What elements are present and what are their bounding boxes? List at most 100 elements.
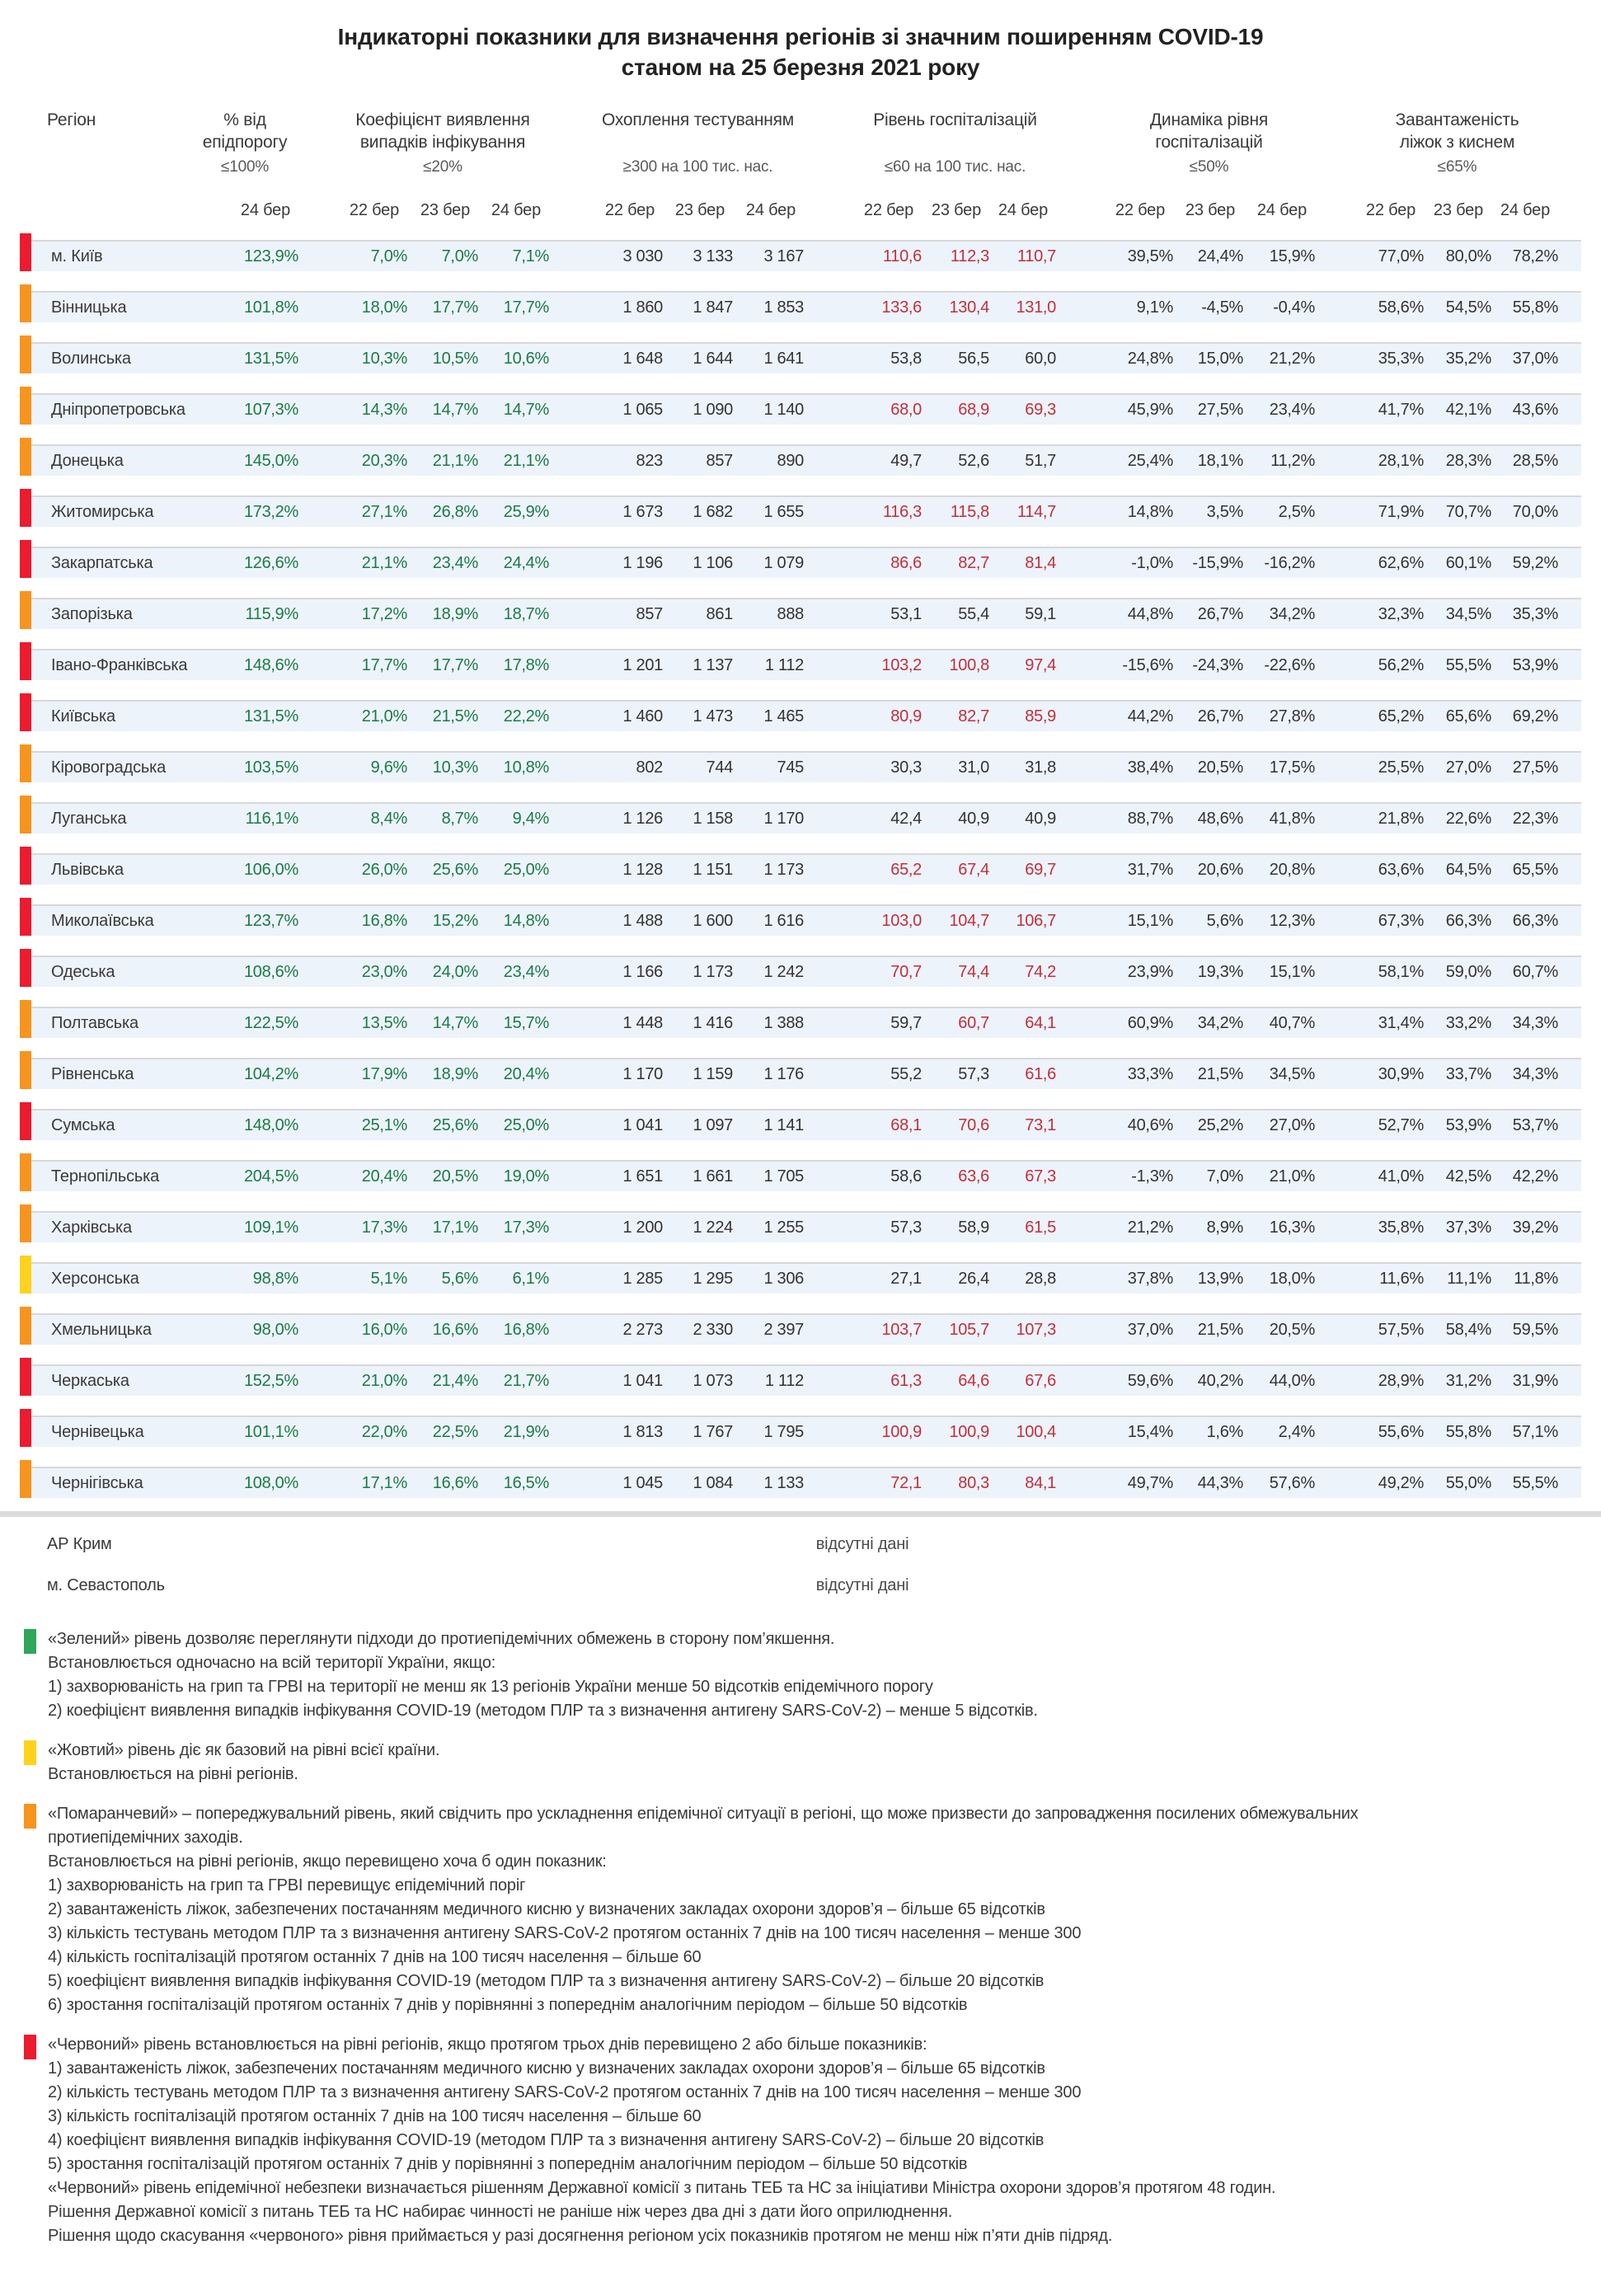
hospitalization-level-value: 84,1: [1025, 1473, 1056, 1492]
hospitalization-level-value: 49,7: [890, 451, 922, 470]
hospitalization-dynamics-value: 15,0%: [1197, 349, 1244, 368]
oxygen-beds-value: 41,0%: [1378, 1167, 1425, 1186]
page-title-line1: Індикаторні показники для визначення рег…: [337, 24, 1264, 49]
table-row: Харківська 109,1% 17,3% 17,1% 17,3% 1 200 1 22…: [20, 1204, 1581, 1242]
detection-coefficient-value: 26,8%: [432, 502, 479, 521]
hospitalization-dynamics-value: 25,4%: [1127, 451, 1174, 470]
hospitalization-dynamics-value: 25,2%: [1197, 1115, 1244, 1134]
hospitalization-dynamics-value: 15,1%: [1269, 962, 1316, 981]
testing-coverage-value: 1 090: [693, 400, 733, 419]
hospitalization-dynamics-value: 45,9%: [1127, 400, 1174, 419]
hospitalization-dynamics-value: 23,9%: [1127, 962, 1174, 981]
oxygen-beds-value: 57,1%: [1512, 1422, 1559, 1441]
column-group-hospitalization-level: Рівень госпіталізацій: [873, 110, 1037, 129]
pct-epidthreshold-value: 107,3%: [243, 400, 298, 419]
testing-coverage-value: 1 860: [622, 298, 663, 317]
oxygen-beds-value: 77,0%: [1378, 247, 1425, 265]
legend-line: 1) захворюваність на грип та ГРВІ переви…: [48, 1876, 526, 1895]
oxygen-beds-value: 55,5%: [1512, 1473, 1559, 1492]
oxygen-beds-value: 65,5%: [1512, 860, 1559, 879]
red-level-bar: [20, 949, 31, 987]
hospitalization-level-value: 42,4: [890, 809, 922, 828]
hospitalization-dynamics-value: 40,6%: [1127, 1115, 1174, 1134]
oxygen-beds-value: 35,2%: [1445, 349, 1492, 368]
testing-coverage-value: 1 097: [693, 1115, 733, 1134]
region-name: Житомирська: [51, 502, 154, 521]
testing-coverage-value: 1 112: [764, 655, 804, 674]
testing-coverage-value: 1 655: [763, 502, 804, 521]
testing-coverage-value: 3 030: [622, 247, 663, 265]
testing-coverage-value: 1 065: [622, 400, 663, 419]
hospitalization-dynamics-value: 2,5%: [1278, 502, 1316, 521]
detection-coefficient-value: 21,1%: [432, 451, 479, 470]
pct-epidthreshold-value: 131,5%: [243, 707, 298, 725]
oxygen-beds-value: 27,5%: [1512, 758, 1559, 777]
testing-coverage-value: 1 159: [693, 1064, 733, 1083]
hospitalization-level-value: 63,6: [958, 1167, 989, 1186]
detection-coefficient-value: 9,4%: [512, 809, 550, 828]
pct-epidthreshold-value: 98,0%: [252, 1320, 299, 1339]
hospitalization-dynamics-value: 8,9%: [1206, 1218, 1244, 1237]
hospitalization-level-value: 131,0: [1016, 298, 1056, 317]
testing-coverage-value: 1 651: [622, 1167, 663, 1186]
date-label: 24 бер: [745, 201, 796, 219]
oxygen-beds-value: 53,9%: [1445, 1115, 1492, 1134]
oxygen-beds-value: 42,1%: [1445, 400, 1492, 419]
detection-coefficient-value: 20,4%: [503, 1064, 550, 1083]
testing-coverage-value: 1 128: [622, 860, 663, 879]
region-name: Дніпропетровська: [51, 400, 185, 419]
oxygen-beds-value: 60,7%: [1512, 962, 1559, 981]
testing-coverage-value: 1 112: [764, 1371, 804, 1390]
testing-coverage-value: 1 448: [622, 1013, 663, 1032]
red-level-bar: [20, 898, 31, 936]
hospitalization-dynamics-value: 15,9%: [1269, 247, 1316, 265]
hospitalization-dynamics-value: 88,7%: [1127, 809, 1174, 828]
hospitalization-level-value: 51,7: [1025, 451, 1056, 470]
oxygen-beds-value: 41,7%: [1378, 400, 1425, 419]
table-row: Дніпропетровська 107,3% 14,3% 14,7% 14,7% 1 0…: [20, 387, 1581, 425]
hospitalization-dynamics-value: -24,3%: [1192, 655, 1243, 674]
pct-epidthreshold-value: 173,2%: [243, 502, 298, 521]
date-label: 22 бер: [1365, 201, 1416, 219]
date-label: 24 бер: [1256, 201, 1307, 219]
testing-coverage-value: 823: [636, 451, 664, 470]
table-header-thresholds: ≤100% ≤20% ≥300 на 100 тис. нас. ≤60 на …: [20, 158, 1581, 176]
pct-epidthreshold-value: 108,0%: [243, 1473, 298, 1492]
orange-level-bar: [20, 1051, 31, 1089]
detection-coefficient-value: 14,7%: [503, 400, 550, 419]
hospitalization-dynamics-value: 16,3%: [1269, 1218, 1316, 1237]
red-level-bar: [20, 1409, 31, 1447]
yellow-level-legend-block: «Жовтий» рівень діє як базовий на рівні …: [20, 1739, 1581, 1787]
detection-coefficient-value: 5,6%: [441, 1269, 479, 1288]
oxygen-beds-value: 34,3%: [1512, 1064, 1559, 1083]
oxygen-beds-value: 32,3%: [1378, 604, 1425, 623]
detection-coefficient-value: 27,1%: [361, 502, 408, 521]
table-row: Полтавська 122,5% 13,5% 14,7% 15,7% 1 448 1 41…: [20, 1000, 1581, 1038]
oxygen-beds-value: 28,5%: [1512, 451, 1559, 470]
hospitalization-level-value: 116,3: [882, 502, 922, 521]
detection-coefficient-value: 20,3%: [361, 451, 408, 470]
oxygen-beds-value: 66,3%: [1445, 911, 1492, 930]
hospitalization-level-value: 69,3: [1025, 400, 1056, 419]
testing-coverage-value: 2 273: [622, 1320, 663, 1339]
red-level-bar: [20, 847, 31, 885]
oxygen-beds-value: 35,3%: [1378, 349, 1425, 368]
testing-coverage-value: 744: [706, 758, 734, 777]
threshold-label: ≤60 на 100 тис. нас.: [884, 158, 1026, 176]
legend-line: «Зелений» рівень дозволяє переглянути пі…: [48, 1630, 835, 1648]
detection-coefficient-value: 17,7%: [361, 655, 408, 674]
hospitalization-dynamics-value: -1,3%: [1131, 1167, 1173, 1186]
legend-line: 3) кількість тестувань методом ПЛР та з …: [48, 1924, 1082, 1942]
hospitalization-dynamics-value: 34,5%: [1269, 1064, 1316, 1083]
testing-coverage-value: 1 813: [622, 1422, 663, 1441]
hospitalization-level-value: 74,4: [958, 962, 989, 981]
detection-coefficient-value: 16,8%: [361, 911, 408, 930]
legend-line: 1) захворюваність на грип та ГРВІ на тер…: [48, 1678, 933, 1696]
region-name: Кіровоградська: [51, 758, 167, 777]
detection-coefficient-value: 14,7%: [432, 400, 479, 419]
detection-coefficient-value: 10,6%: [503, 349, 550, 368]
detection-coefficient-value: 24,4%: [503, 553, 550, 572]
oxygen-beds-value: 66,3%: [1512, 911, 1559, 930]
testing-coverage-value: 857: [636, 604, 664, 623]
region-name: Сумська: [51, 1115, 115, 1134]
